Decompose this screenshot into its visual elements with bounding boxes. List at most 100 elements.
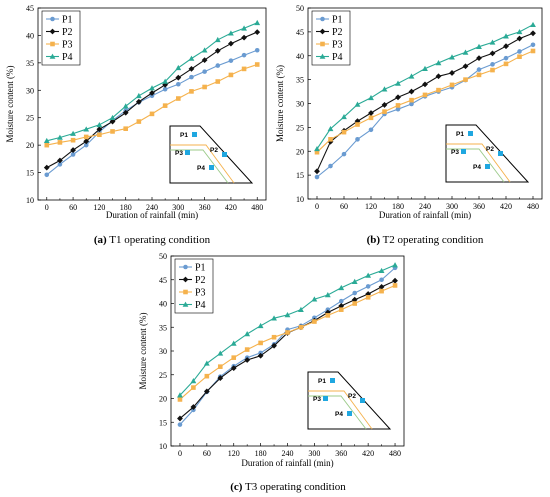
data-point [435, 60, 442, 66]
seepage-line-upper [446, 143, 511, 183]
sensor-label-p4: P4 [197, 165, 205, 172]
data-point [530, 42, 536, 48]
legend-label-p3: P3 [195, 288, 206, 299]
data-point [530, 48, 536, 54]
slope-outline [445, 124, 530, 183]
y-tick-label: 50 [159, 252, 167, 261]
caption: (c) T3 operating condition [230, 481, 346, 493]
caption-text: T3 operating condition [242, 481, 346, 493]
data-point [311, 296, 318, 302]
data-point [175, 64, 182, 71]
data-point [177, 397, 183, 402]
data-point [83, 126, 90, 132]
data-point [258, 340, 263, 346]
data-point [70, 137, 76, 143]
data-point [489, 50, 496, 57]
y-tick-label: 30 [26, 86, 34, 95]
y-tick-label: 30 [159, 347, 167, 356]
data-point [189, 89, 194, 94]
data-point [244, 347, 250, 352]
sensor-marker [347, 411, 352, 416]
data-point [409, 101, 414, 107]
data-point [228, 72, 234, 78]
data-point [110, 129, 115, 134]
data-point [378, 283, 385, 290]
chart-panel-1: 0 60 120 180 240 300 360 420 480 10 15 20 25 30 35 40 45… [5, 4, 267, 246]
data-point [230, 365, 237, 371]
data-point [257, 322, 264, 329]
data-point [97, 132, 102, 138]
data-point [136, 119, 142, 124]
data-point [190, 404, 197, 410]
y-axis-title: Moisture content (%) [275, 65, 285, 142]
data-point [395, 103, 401, 108]
sensor-label-p1: P1 [456, 131, 464, 138]
y-tick-label: 25 [296, 123, 304, 132]
x-tick-label: 480 [389, 449, 401, 458]
slope-inset: P1 P2 P3 P4 [445, 124, 530, 183]
data-point [149, 85, 155, 91]
series-p2 [43, 29, 261, 171]
data-point [490, 62, 495, 67]
x-tick-label: 120 [93, 203, 105, 212]
data-point [503, 55, 509, 61]
y-tick-label: 45 [296, 28, 304, 37]
data-point [244, 331, 251, 337]
data-point [314, 168, 320, 175]
data-point [327, 138, 334, 145]
sensor-marker [498, 151, 503, 156]
data-point [489, 39, 496, 45]
data-point [352, 290, 358, 296]
series-p4 [177, 262, 398, 398]
data-point [284, 312, 291, 318]
data-point [149, 111, 155, 117]
data-point [215, 63, 221, 68]
data-point [176, 81, 181, 87]
data-point [135, 98, 142, 105]
y-tick-label: 35 [159, 323, 167, 332]
data-point [188, 65, 195, 72]
x-axis-title: Duration of rainfall (min) [106, 210, 198, 220]
data-point [70, 147, 76, 153]
data-point [354, 118, 361, 125]
x-tick-label: 60 [203, 449, 211, 458]
sensor-marker [185, 150, 190, 155]
data-point [463, 77, 468, 82]
sensor-label-p4: P4 [335, 411, 343, 418]
data-point [327, 125, 334, 132]
legend-label-p1: P1 [195, 263, 206, 274]
data-point [122, 109, 129, 116]
data-point [202, 84, 207, 90]
series-p3 [44, 62, 260, 148]
y-tick-label: 15 [26, 169, 34, 178]
legend-label-p4: P4 [195, 300, 206, 311]
data-point [354, 101, 361, 107]
data-point [476, 43, 482, 49]
data-point [149, 90, 155, 96]
data-point [365, 284, 371, 289]
data-point [409, 97, 414, 103]
x-tick-label: 360 [199, 203, 211, 212]
data-point [462, 63, 469, 70]
seepage-line-lower [446, 148, 505, 183]
data-point [298, 324, 304, 330]
x-axis-title: Duration of rainfall (min) [241, 458, 333, 468]
legend-swatch-marker [183, 289, 188, 295]
data-point [490, 67, 495, 73]
data-point [70, 130, 76, 136]
legend-swatch-marker [320, 41, 325, 47]
data-point [228, 58, 234, 63]
y-tick-label: 25 [26, 114, 34, 123]
y-tick-label: 30 [296, 100, 304, 109]
data-point [314, 145, 320, 152]
data-point [449, 82, 455, 88]
data-point [204, 373, 210, 379]
data-point [96, 126, 103, 133]
data-point [517, 49, 522, 54]
data-point [203, 388, 210, 395]
sensor-marker [360, 398, 365, 403]
x-tick-label: 480 [251, 203, 263, 212]
data-point [352, 301, 358, 306]
